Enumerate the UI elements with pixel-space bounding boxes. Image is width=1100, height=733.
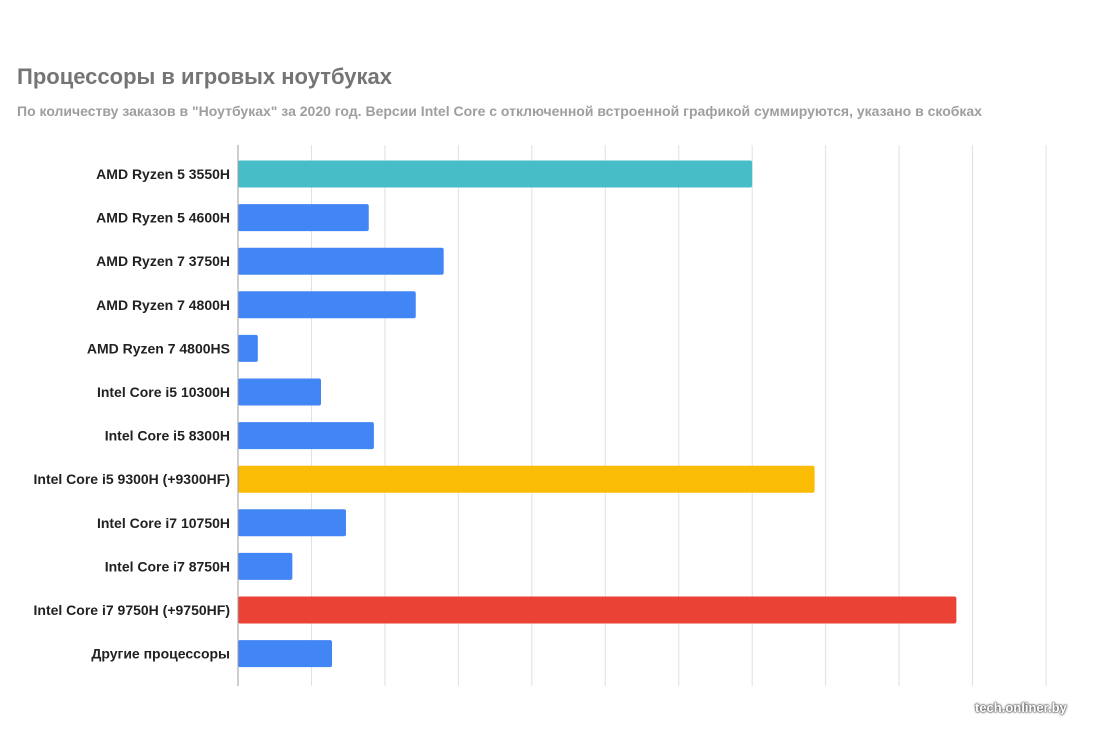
bar	[238, 160, 753, 188]
bars	[238, 160, 957, 668]
bar	[238, 552, 293, 580]
bar	[238, 247, 444, 275]
category-label: AMD Ryzen 7 4800HS	[87, 340, 230, 356]
category-label: AMD Ryzen 7 4800H	[96, 297, 230, 313]
chart-subtitle: По количеству заказов в "Ноутбуках" за 2…	[17, 103, 982, 119]
category-label: Intel Core i5 8300H	[105, 428, 230, 444]
category-label: AMD Ryzen 7 3750H	[96, 253, 230, 269]
bar	[238, 291, 416, 319]
bar	[238, 204, 369, 232]
bar	[238, 422, 374, 450]
bar	[238, 509, 346, 537]
category-label: Intel Core i7 9750H (+9750HF)	[34, 602, 230, 618]
bar	[238, 378, 322, 406]
category-label: Другие процессоры	[91, 646, 230, 662]
category-label: Intel Core i5 9300H (+9300HF)	[34, 471, 230, 487]
category-labels: AMD Ryzen 5 3550H AMD Ryzen 5 4600H AMD Ry…	[34, 166, 230, 662]
category-label: AMD Ryzen 5 3550H	[96, 166, 230, 182]
category-label: AMD Ryzen 5 4600H	[96, 210, 230, 226]
bar	[238, 640, 333, 668]
bar	[238, 596, 957, 624]
bar	[238, 465, 815, 493]
chart-title: Процессоры в игровых ноутбуках	[17, 64, 392, 89]
category-label: Intel Core i5 10300H	[97, 384, 230, 400]
category-label: Intel Core i7 10750H	[97, 515, 230, 531]
watermark: tech.onliner.by	[975, 700, 1067, 715]
category-label: Intel Core i7 8750H	[105, 558, 230, 574]
bar	[238, 334, 258, 362]
gridlines	[310, 145, 1047, 686]
